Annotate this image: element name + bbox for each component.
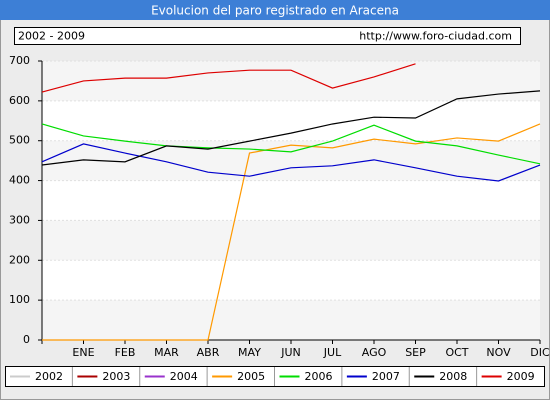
chart-title: Evolucion del paro registrado en Aracena: [151, 4, 399, 18]
title-bar: [0, 0, 550, 20]
stripe: [42, 300, 540, 340]
x-tick-label: ABR: [197, 346, 220, 359]
x-tick-label: OCT: [445, 346, 468, 359]
y-tick-label: 200: [9, 253, 30, 266]
y-tick-label: 400: [9, 174, 30, 187]
x-tick-label: FEB: [115, 346, 136, 359]
legend-label: 2007: [372, 370, 400, 383]
y-tick-label: 700: [9, 54, 30, 67]
x-tick-label: MAY: [238, 346, 261, 359]
legend-label: 2005: [237, 370, 265, 383]
series-line: [41, 90, 541, 166]
legend-label: 2008: [439, 370, 467, 383]
plot-area: [42, 61, 540, 340]
series-line: [42, 123, 541, 341]
series-line: [41, 63, 416, 93]
y-tick-label: 300: [9, 213, 30, 226]
series-line: [41, 123, 541, 165]
legend-label: 2002: [35, 370, 63, 383]
x-tick-label: NOV: [486, 346, 511, 359]
y-tick-label: 500: [9, 134, 30, 147]
stripe: [42, 220, 540, 261]
stripe: [42, 61, 540, 101]
x-tick-label: SEP: [405, 346, 426, 359]
y-tick-label: 100: [9, 293, 30, 306]
series-line: [41, 143, 541, 182]
stripe: [42, 140, 540, 181]
legend-label: 2009: [507, 370, 535, 383]
y-tick-label: 0: [23, 333, 30, 346]
x-tick-label: DIC: [530, 346, 550, 359]
x-tick-label: MAR: [154, 346, 179, 359]
legend-label: 2006: [305, 370, 333, 383]
legend-label: 2004: [170, 370, 198, 383]
source: http://www.foro-ciudad.com: [359, 30, 512, 43]
legend-label: 2003: [102, 370, 130, 383]
subtitle: 2002 - 2009: [18, 30, 85, 43]
x-tick-label: AGO: [362, 346, 387, 359]
x-tick-label: ENE: [72, 346, 94, 359]
x-tick-label: JUL: [323, 346, 342, 359]
x-tick-label: JUN: [280, 346, 301, 359]
y-tick-label: 600: [9, 94, 30, 107]
subtitle-box: [14, 27, 521, 45]
